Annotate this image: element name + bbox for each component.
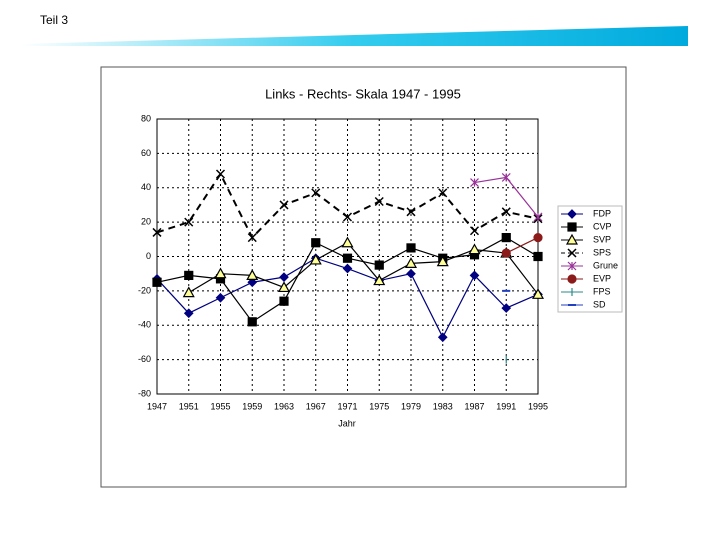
marker	[342, 253, 353, 263]
y-tick-label: -60	[138, 354, 151, 364]
marker	[406, 207, 416, 217]
legend-label: SPS	[593, 247, 611, 257]
x-tick-label: 1975	[369, 401, 389, 411]
legend-marker	[567, 261, 577, 271]
marker	[342, 212, 353, 222]
y-tick-label: -40	[138, 320, 151, 330]
x-tick-label: 1963	[274, 401, 294, 411]
y-tick-label: 60	[141, 148, 151, 158]
marker	[374, 196, 384, 207]
marker	[437, 332, 448, 343]
legend-label: FPS	[593, 286, 611, 296]
series-line	[505, 237, 539, 254]
legend-marker	[567, 248, 577, 258]
legend-marker	[567, 222, 577, 232]
marker	[501, 232, 511, 243]
header-band	[20, 26, 688, 46]
x-tick-label: 1967	[306, 401, 326, 411]
x-tick-label: 1987	[464, 401, 484, 411]
y-tick-label: -80	[138, 388, 151, 398]
x-tick-label: 1951	[179, 401, 199, 411]
marker	[215, 169, 226, 179]
legend-marker	[567, 274, 577, 284]
marker	[184, 217, 194, 227]
marker	[152, 277, 162, 287]
marker	[311, 238, 321, 248]
marker	[470, 178, 479, 188]
marker	[533, 212, 543, 222]
marker	[436, 255, 449, 267]
x-tick-label: 1991	[496, 401, 516, 411]
y-tick-label: 40	[141, 182, 151, 192]
marker	[279, 200, 289, 210]
marker	[469, 270, 480, 281]
marker	[501, 173, 511, 182]
marker	[531, 288, 545, 299]
legend-label: EVP	[593, 273, 611, 283]
legend-label: Grune	[593, 260, 618, 270]
x-tick-label: 1947	[147, 401, 167, 411]
marker	[374, 260, 384, 270]
x-tick-label: 1983	[433, 401, 453, 411]
legend-label: FDP	[593, 208, 611, 218]
marker	[215, 292, 226, 303]
marker	[184, 270, 194, 281]
y-tick-label: 80	[141, 113, 151, 123]
legend-label: CVP	[593, 221, 612, 231]
slide-header: Teil 3	[40, 13, 68, 27]
legend-label: SD	[593, 299, 606, 309]
marker	[373, 274, 386, 286]
marker	[247, 277, 258, 288]
legend-marker	[565, 233, 579, 245]
marker	[468, 243, 481, 255]
marker	[342, 263, 353, 274]
x-tick-label: 1955	[210, 401, 230, 411]
marker	[533, 232, 543, 243]
legend-box	[557, 205, 623, 313]
marker	[311, 188, 321, 198]
marker	[182, 286, 195, 298]
x-tick-label: 1959	[242, 401, 262, 411]
marker	[247, 317, 257, 327]
x-tick-label: 1979	[401, 401, 421, 411]
marker	[404, 257, 418, 268]
x-tick-label: 1971	[337, 401, 357, 411]
marker	[501, 248, 511, 258]
marker	[214, 267, 227, 279]
marker	[279, 296, 289, 306]
marker	[341, 236, 354, 248]
marker	[246, 269, 259, 281]
marker	[438, 188, 448, 198]
marker	[309, 253, 322, 265]
marker	[406, 243, 416, 253]
marker	[501, 207, 511, 217]
marker	[183, 308, 194, 319]
marker	[469, 226, 480, 236]
x-tick-label: 1995	[528, 401, 548, 411]
marker	[247, 233, 257, 243]
marker	[501, 303, 512, 313]
marker	[533, 251, 543, 262]
y-tick-label: -20	[138, 285, 151, 295]
chart-title: Links - Rechts- Skala 1947 - 1995	[265, 86, 461, 101]
marker	[152, 227, 162, 237]
series-line	[188, 241, 539, 295]
marker	[279, 272, 289, 282]
legend-marker	[567, 209, 577, 219]
legend-label: SVP	[593, 234, 611, 244]
marker	[406, 268, 416, 279]
marker	[277, 281, 291, 293]
y-tick-label: 0	[146, 251, 151, 261]
y-tick-label: 20	[141, 217, 151, 227]
x-axis-title: Jahr	[338, 418, 356, 428]
